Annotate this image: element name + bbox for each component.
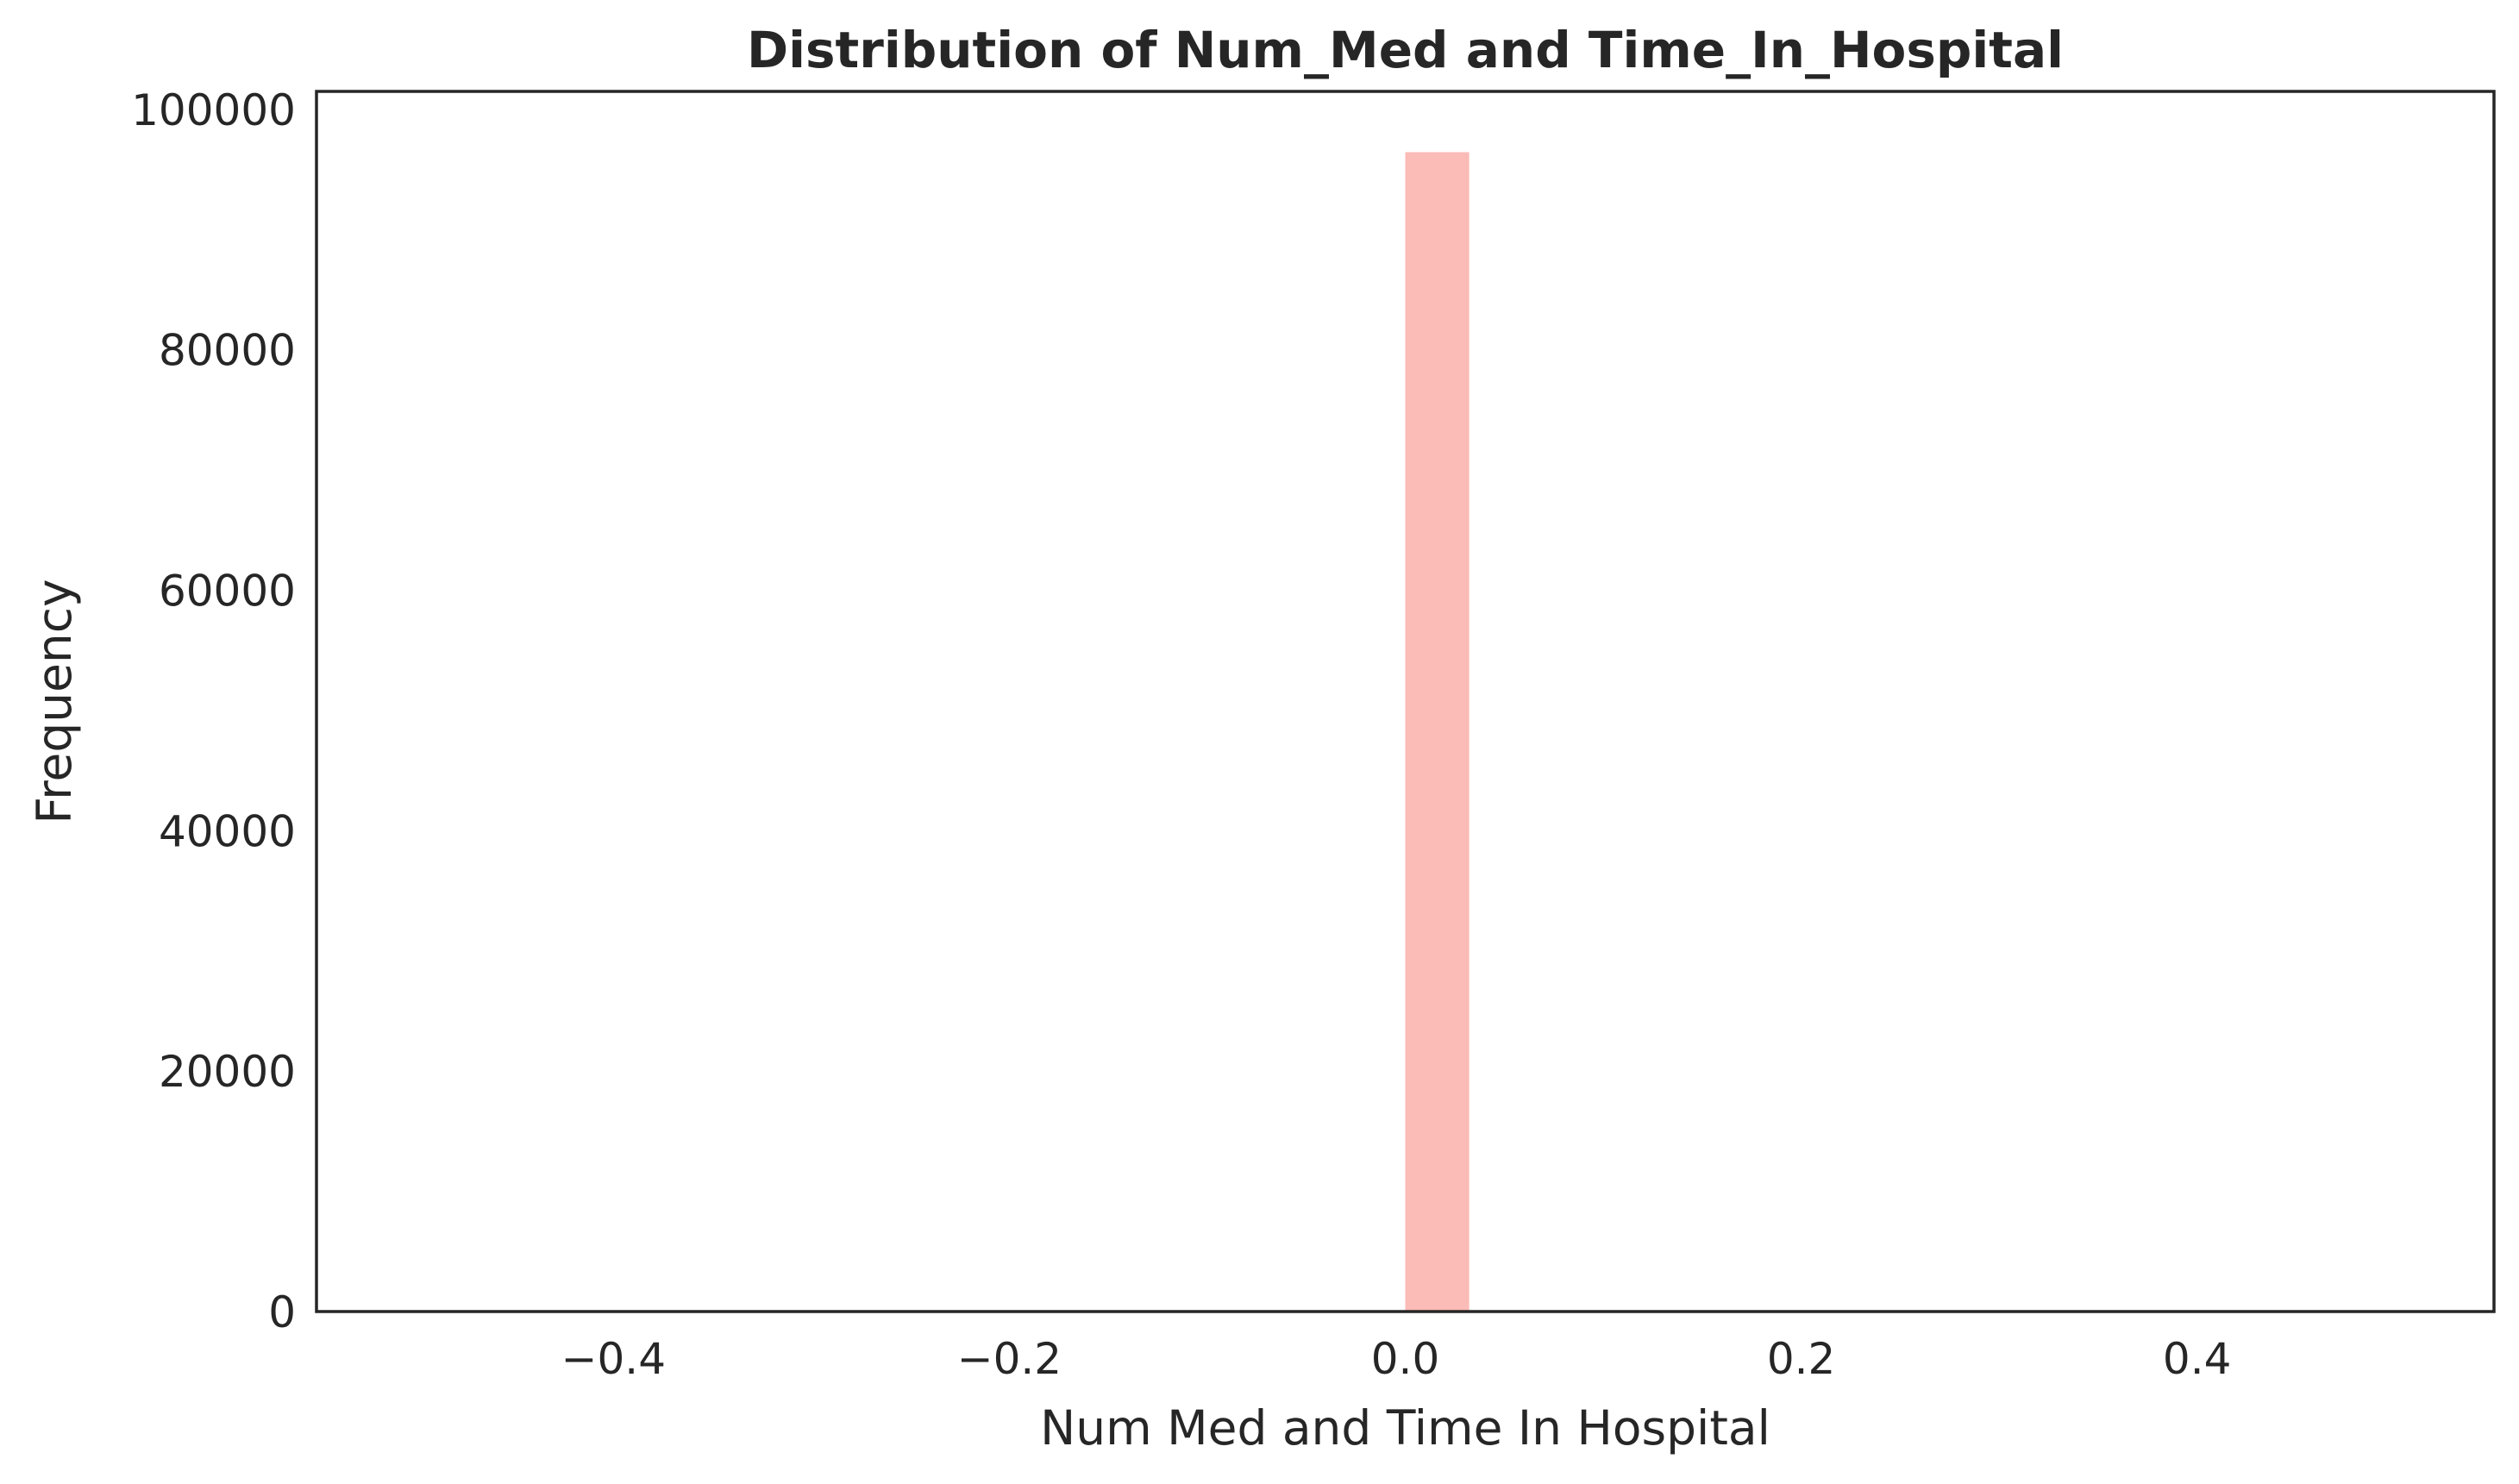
y-tick-label: 80000 bbox=[159, 326, 296, 376]
bars bbox=[1405, 152, 1469, 1312]
histogram-bar bbox=[1405, 152, 1469, 1312]
x-tick-label: −0.4 bbox=[561, 1334, 666, 1384]
chart-title: Distribution of Num_Med and Time_In_Hosp… bbox=[747, 21, 2064, 79]
x-tick-label: 0.4 bbox=[2163, 1334, 2232, 1384]
x-axis-label: Num Med and Time In Hospital bbox=[1040, 1400, 1770, 1456]
plot-area-frame bbox=[315, 90, 2496, 1313]
y-tick-label: 100000 bbox=[131, 85, 296, 135]
x-tick-label: 0.2 bbox=[1767, 1334, 1836, 1384]
y-tick-label: 0 bbox=[268, 1287, 296, 1337]
y-tick-label: 60000 bbox=[159, 567, 296, 617]
x-tick-label: −0.2 bbox=[957, 1334, 1062, 1384]
y-tick-label: 40000 bbox=[159, 806, 296, 856]
y-axis-label: Frequency bbox=[27, 579, 82, 823]
x-axis-ticks: −0.4 −0.2 0.0 0.2 0.4 bbox=[561, 1334, 2232, 1384]
y-tick-label: 20000 bbox=[159, 1047, 296, 1097]
x-tick-label: 0.0 bbox=[1371, 1334, 1440, 1384]
y-axis-ticks: 0 20000 40000 60000 80000 100000 bbox=[131, 85, 296, 1337]
